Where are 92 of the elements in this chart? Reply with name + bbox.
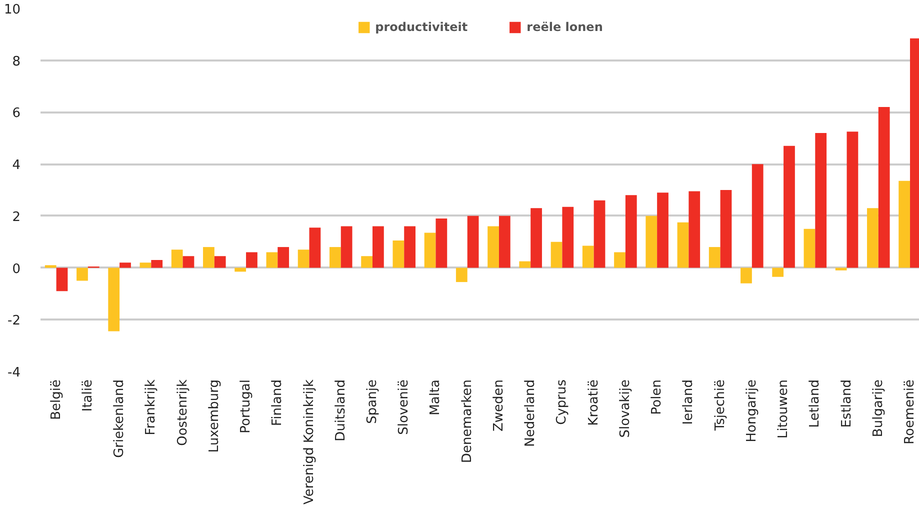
y-tick-label: -4 xyxy=(8,366,21,380)
bar xyxy=(835,268,847,270)
bar xyxy=(594,200,606,268)
bar xyxy=(309,228,321,268)
x-tick-label: Hongarije xyxy=(744,379,760,442)
bar xyxy=(488,226,499,268)
bar xyxy=(804,228,816,268)
x-tick-label: Nederland xyxy=(523,379,538,447)
bar xyxy=(266,252,278,268)
bar xyxy=(108,268,120,332)
bar xyxy=(614,252,626,268)
x-tick-label: Malta xyxy=(428,380,444,416)
bar xyxy=(392,240,404,268)
bar xyxy=(720,190,732,268)
bar xyxy=(404,226,416,268)
y-tick-label: 6 xyxy=(12,106,21,122)
bar xyxy=(625,195,637,268)
y-tick-label: 4 xyxy=(12,158,21,174)
bar xyxy=(372,226,384,268)
bar xyxy=(298,250,310,268)
x-tick-label: Portugal xyxy=(238,379,254,434)
bar xyxy=(898,180,910,268)
x-tick-label: Luxemburg xyxy=(206,379,222,453)
bar xyxy=(708,247,720,268)
bar xyxy=(467,216,479,268)
bar xyxy=(140,262,152,268)
x-tick-label: Estland xyxy=(839,379,854,428)
bar xyxy=(120,262,131,268)
x-tick-label: Verenigd Koninkrijk xyxy=(302,379,317,504)
x-tick-label: Slovakije xyxy=(618,379,633,438)
x-tick-label: Ierland xyxy=(681,379,696,425)
x-tick-label: Zweden xyxy=(491,379,506,432)
bar xyxy=(519,261,531,268)
bar xyxy=(550,242,562,268)
bar xyxy=(456,268,468,282)
bar xyxy=(752,164,764,268)
bar xyxy=(530,208,542,268)
y-tick-label: 0 xyxy=(12,262,21,277)
x-tick-label: Italië xyxy=(80,379,96,412)
bar xyxy=(182,256,194,268)
bar xyxy=(76,268,88,281)
x-tick-label: Cyprus xyxy=(554,379,570,425)
bar xyxy=(784,146,795,268)
bar xyxy=(846,132,858,268)
legend-label: productiviteit xyxy=(375,20,468,34)
x-tick-label: Duitsland xyxy=(333,379,348,442)
x-tick-label: Denemarken xyxy=(460,379,475,464)
bar xyxy=(56,268,68,292)
bar xyxy=(562,206,574,268)
y-tick-label: 2 xyxy=(12,210,21,225)
x-tick-label: Letland xyxy=(808,379,823,428)
bar xyxy=(688,191,700,268)
bar xyxy=(278,247,290,268)
x-tick-label: Roemenië xyxy=(902,379,918,444)
x-tick-label: Slovenië xyxy=(396,380,412,435)
bar xyxy=(361,256,372,268)
bar xyxy=(677,222,689,268)
bar xyxy=(234,268,246,272)
bar xyxy=(582,246,594,268)
bar xyxy=(657,192,668,268)
x-tick-label: Kroatië xyxy=(586,379,602,426)
bar xyxy=(246,252,258,268)
bar xyxy=(878,107,890,268)
bar xyxy=(646,216,658,268)
bar xyxy=(740,268,752,284)
bar xyxy=(214,256,226,268)
bar xyxy=(498,216,510,268)
x-tick-label: Frankrijk xyxy=(144,379,159,436)
x-tick-label: Griekenland xyxy=(112,379,128,458)
bar xyxy=(329,247,341,268)
x-tick-label: Oostenrijk xyxy=(175,379,190,446)
bar xyxy=(340,226,352,268)
x-tick-label: Bulgarije xyxy=(870,379,886,438)
x-tick-label: België xyxy=(48,380,64,420)
bar xyxy=(424,232,436,268)
y-tick-label: 10 xyxy=(4,2,21,18)
bar xyxy=(867,208,878,268)
bar xyxy=(171,250,183,268)
bar xyxy=(815,132,827,268)
bar xyxy=(44,265,56,268)
x-tick-label: Polen xyxy=(650,379,665,415)
bar xyxy=(772,268,784,277)
bar xyxy=(203,247,214,268)
x-tick-label: Litouwen xyxy=(776,380,792,439)
y-tick-label: 8 xyxy=(12,54,21,70)
legend-label: reële lonen xyxy=(526,20,603,34)
x-tick-label: Finland xyxy=(270,380,286,426)
bar xyxy=(436,218,448,268)
y-tick-label: -2 xyxy=(8,314,21,329)
bar xyxy=(151,260,163,268)
x-tick-label: Tsjechië xyxy=(712,379,728,432)
x-tick-label: Spanje xyxy=(364,379,380,424)
